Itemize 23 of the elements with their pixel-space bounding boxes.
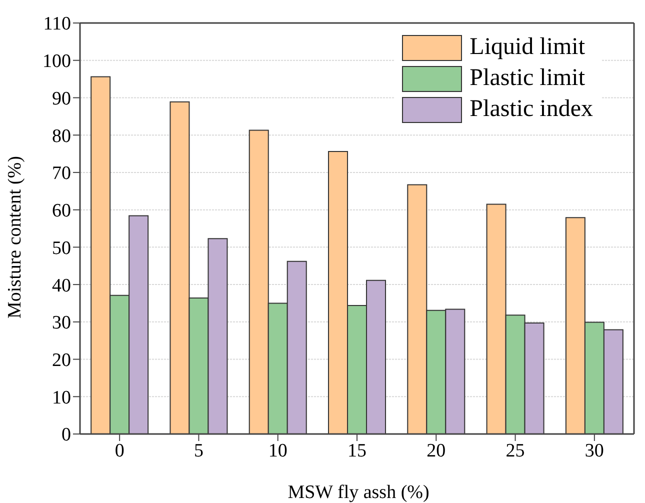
y-tick-label: 110 bbox=[43, 14, 71, 35]
x-tick-label: 0 bbox=[114, 440, 124, 462]
y-tick-label: 0 bbox=[62, 424, 71, 446]
x-tick-label: 25 bbox=[506, 440, 525, 462]
x-axis-title: MSW fly assh (%) bbox=[286, 482, 430, 503]
legend-label: Liquid limit bbox=[470, 34, 586, 61]
y-tick-label: 50 bbox=[52, 238, 71, 259]
y-tick-label: 80 bbox=[52, 126, 71, 147]
x-tick-label: 10 bbox=[268, 440, 288, 462]
legend-label: Plastic limit bbox=[470, 65, 586, 92]
y-tick-label: 40 bbox=[52, 275, 71, 296]
y-tick-label: 90 bbox=[52, 88, 71, 110]
y-tick-label: 70 bbox=[52, 163, 71, 184]
legend-label: Plastic index bbox=[470, 96, 593, 123]
x-tick-label: 20 bbox=[426, 440, 446, 462]
y-tick-label: 10 bbox=[52, 387, 71, 408]
x-tick-label: 30 bbox=[584, 440, 604, 462]
y-tick-label: 20 bbox=[52, 350, 71, 372]
x-tick-label: 15 bbox=[348, 440, 366, 462]
y-tick-label: 100 bbox=[42, 51, 71, 72]
x-tick-label: 5 bbox=[194, 440, 204, 462]
y-tick-label: 60 bbox=[52, 200, 71, 222]
y-tick-label: 30 bbox=[52, 312, 71, 334]
